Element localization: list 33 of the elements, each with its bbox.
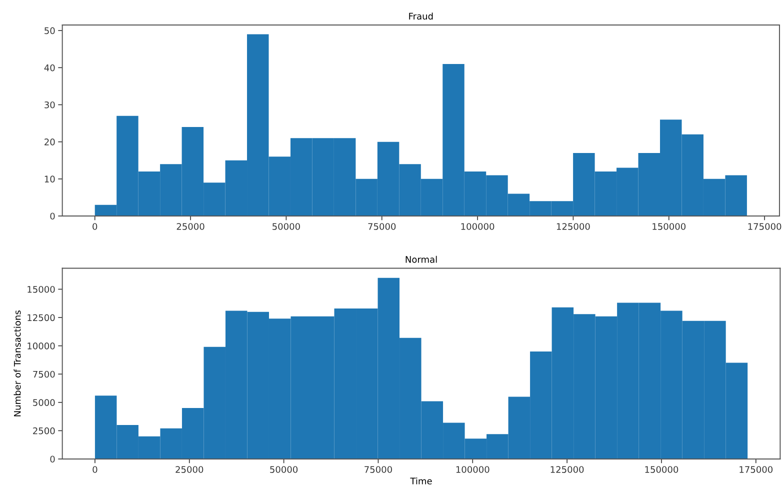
x-tick-label: 100000 bbox=[456, 466, 490, 473]
y-tick-label: 50 bbox=[44, 27, 55, 34]
x-tick-label: 100000 bbox=[461, 223, 494, 230]
y-tick-label: 7500 bbox=[33, 370, 55, 378]
y-tick-label: 2500 bbox=[33, 427, 55, 434]
y-tick-label: 40 bbox=[44, 64, 55, 72]
x-tick-label: 75000 bbox=[368, 223, 396, 230]
y-tick-label: 20 bbox=[44, 138, 55, 146]
x-axis-title: Time bbox=[410, 477, 432, 484]
y-tick-label: 30 bbox=[44, 101, 55, 108]
x-tick-label: 50000 bbox=[272, 223, 300, 230]
x-tick-label: 75000 bbox=[364, 466, 392, 473]
x-tick-label: 125000 bbox=[550, 466, 584, 473]
x-tick-label: 25000 bbox=[176, 466, 204, 473]
y-axis-title: Number of Transactions bbox=[14, 310, 21, 416]
x-tick-label: 50000 bbox=[270, 466, 298, 473]
x-tick-label: 125000 bbox=[556, 223, 590, 230]
x-tick-label: 175000 bbox=[740, 466, 773, 473]
x-tick-label: 25000 bbox=[176, 223, 204, 230]
x-tick-label: 0 bbox=[92, 466, 98, 473]
chart-title: Normal bbox=[406, 256, 437, 263]
y-tick-label: 10 bbox=[44, 176, 55, 182]
y-tick-label: 0 bbox=[50, 456, 55, 463]
y-tick-label: 0 bbox=[50, 212, 55, 220]
y-tick-label: 12500 bbox=[28, 314, 55, 322]
y-tick-label: 10000 bbox=[28, 342, 55, 350]
chart-title: Fraud bbox=[409, 12, 433, 20]
x-tick-label: 150000 bbox=[645, 466, 678, 473]
y-tick-label: 15000 bbox=[28, 286, 55, 293]
x-tick-label: 0 bbox=[92, 223, 98, 230]
y-tick-label: 5000 bbox=[33, 399, 55, 406]
x-tick-label: 150000 bbox=[652, 223, 686, 230]
x-tick-label: 175000 bbox=[748, 223, 782, 230]
